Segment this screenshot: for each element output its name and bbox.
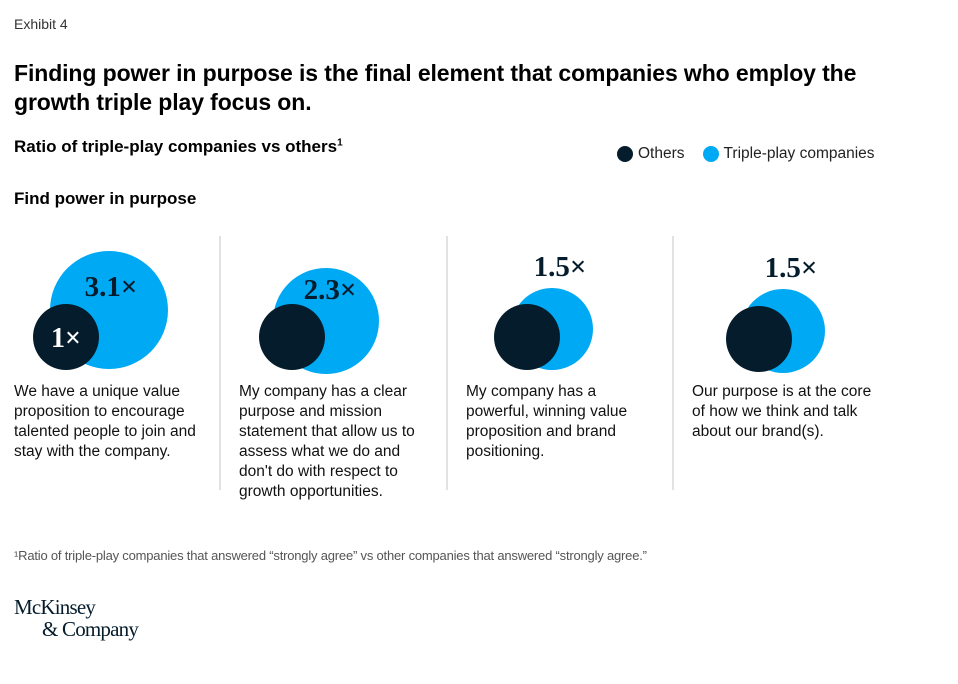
bubble-others-3 xyxy=(494,304,560,370)
legend: Others Triple-play companies xyxy=(617,145,893,163)
footnote: ¹Ratio of triple-play companies that ans… xyxy=(14,548,647,563)
legend-label-others: Others xyxy=(638,145,685,162)
category-text-1: We have a unique value proposition to en… xyxy=(14,383,196,460)
chart-subtitle: Ratio of triple-play companies vs others… xyxy=(14,137,343,157)
legend-swatch-others xyxy=(617,146,633,162)
category-text-3: My company has a powerful, winning value… xyxy=(466,383,628,460)
bubble-others-2 xyxy=(259,304,325,370)
data-label-3: 1.5× xyxy=(534,251,587,283)
exhibit-label: Exhibit 4 xyxy=(14,16,68,32)
logo-line-2: & Company xyxy=(42,617,139,641)
legend-item-others: Others xyxy=(617,145,685,163)
baseline-label: 1× xyxy=(51,323,81,354)
data-label-1: 3.1× xyxy=(85,271,138,303)
data-label-4: 1.5× xyxy=(765,252,818,284)
legend-swatch-triple-play xyxy=(702,146,719,162)
bubble-chart: 3.1× 2.3× 1.5× 1.5× 1× xyxy=(33,236,825,490)
subtitle-text: Ratio of triple-play companies vs others xyxy=(14,137,338,156)
logo-line-1: McKinsey xyxy=(14,595,96,619)
bubble-others-4 xyxy=(726,306,792,372)
category-text-4: Our purpose is at the core of how we thi… xyxy=(692,383,872,440)
chart-title: Finding power in purpose is the final el… xyxy=(14,60,857,115)
category-text-2: My company has a clear purpose and missi… xyxy=(239,383,415,500)
legend-label-triple-play: Triple-play companies xyxy=(723,145,875,162)
footnote-mark: 1 xyxy=(337,137,343,149)
legend-item-triple-play: Triple-play companies xyxy=(702,145,875,163)
mckinsey-logo: McKinsey & Company xyxy=(14,595,139,641)
section-heading: Find power in purpose xyxy=(14,189,197,208)
data-label-2: 2.3× xyxy=(304,274,357,306)
bubble-others-1 xyxy=(33,304,99,370)
